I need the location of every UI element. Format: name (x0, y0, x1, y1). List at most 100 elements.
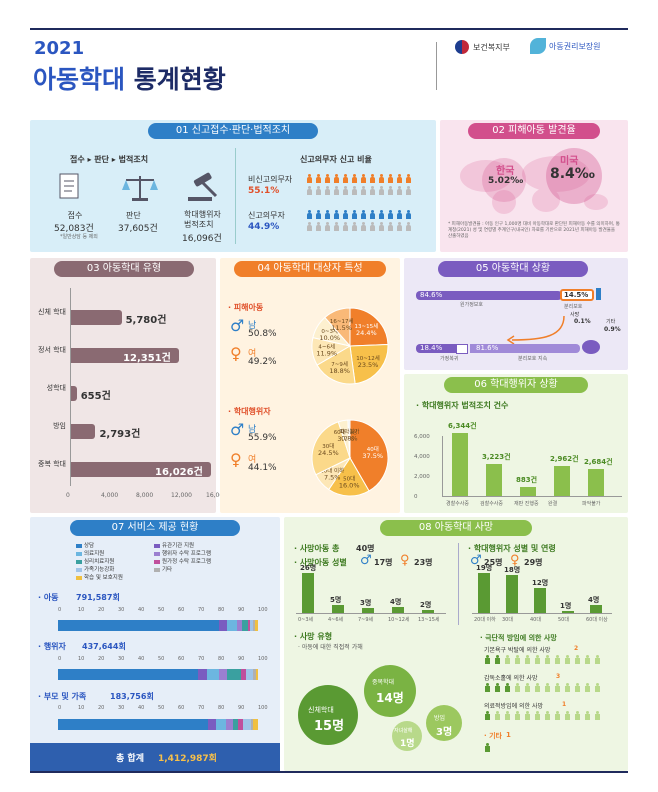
female-icon: ♀ (400, 553, 410, 568)
person-icon (306, 210, 313, 219)
category-label: 10~12세 (388, 617, 410, 623)
stack-segment (250, 719, 253, 730)
stack-segment (255, 669, 258, 680)
section-header: 01 신고접수·판단·법적조치 (148, 123, 318, 139)
other-label: · 기타 (484, 732, 502, 740)
bar (71, 462, 211, 477)
stack-segment (241, 669, 246, 680)
bar (71, 424, 96, 439)
section-header: 06 학대행위자 상황 (444, 377, 588, 393)
row2-label: 가정복귀 (440, 356, 459, 362)
mohw-logo: 보건복지부 (455, 40, 510, 54)
other-value: 1 (506, 731, 511, 739)
stack-segment (255, 620, 258, 631)
victim-male-label: 남 (248, 321, 257, 331)
tick-label: 16,000 (206, 492, 227, 499)
pie-slice (324, 307, 351, 348)
stack-segment (245, 669, 254, 680)
section-header: 08 아동학대 사망 (380, 520, 532, 536)
tick-label: 50 (158, 656, 165, 662)
bubble-neglect (426, 705, 462, 741)
person-icon (333, 186, 340, 195)
bar-value: 18명 (504, 566, 521, 575)
tick-label: 30 (118, 705, 125, 711)
figure-row (484, 711, 601, 720)
person-icon (342, 174, 349, 183)
person-icon (306, 186, 313, 195)
person-icon (574, 683, 581, 692)
person-icon (524, 711, 531, 720)
slice-value: 23.5% (358, 361, 379, 369)
tick-label: 10 (78, 607, 85, 613)
person-icon (315, 222, 322, 231)
section-offender-status: 06 학대행위자 상황 · 학대행위자 법적조치 건수 6,000 4,000 2,… (404, 374, 628, 513)
person-icon (504, 683, 511, 692)
bubble-physical-value: 15명 (314, 719, 345, 734)
bar-value: 4명 (390, 597, 402, 606)
stack-segment (252, 620, 256, 631)
legend-label: 가족기능강화 (84, 567, 115, 573)
legend-item: 상담 (76, 541, 94, 549)
bubble-filicide (392, 721, 422, 751)
tick-label: 0 (58, 607, 62, 613)
category-label: 40대 (530, 617, 541, 623)
person-icon (554, 683, 561, 692)
return-home-bar (416, 344, 456, 353)
title-part-a: 아동학대 (33, 65, 126, 94)
duty-value: 44.9% (248, 222, 280, 232)
person-icon (396, 210, 403, 219)
divider (458, 543, 459, 625)
pie-slice (349, 343, 389, 385)
tick-label: 100 (258, 656, 268, 662)
person-icon (387, 222, 394, 231)
legend-label: 원가정 수탁 프로그램 (162, 559, 212, 565)
offender-male-value: 55.9% (248, 433, 277, 443)
ncpa-logo-text: 아동권리보장원 (549, 41, 601, 51)
person-icon (594, 683, 601, 692)
stack-segment (243, 719, 251, 730)
category-label: 13~15세 (418, 617, 440, 623)
person-icon (351, 210, 358, 219)
tick-label: 20 (98, 656, 105, 662)
legend-swatch (76, 559, 82, 564)
tick-label: 20 (98, 607, 105, 613)
category-label: 30대 (502, 617, 513, 623)
tick-label: 30 (118, 656, 125, 662)
ncpa-logo: 아동권리보장원 (530, 38, 601, 54)
pie-slice (349, 419, 389, 492)
arrow-icon (506, 315, 565, 344)
non-duty-people (306, 174, 412, 183)
person-icon (584, 711, 591, 720)
bar-value: 26명 (300, 564, 317, 572)
legend-label: 기타 (162, 567, 173, 573)
slice-label: 4~6세 (318, 343, 335, 351)
female-icon: ♀ (230, 344, 242, 363)
slice-label: 20대 이하 (320, 466, 344, 474)
bubble-physical (298, 685, 358, 745)
person-icon (405, 210, 412, 219)
flow-title: 접수 ▸ 판단 ▸ 법적조치 (70, 155, 149, 164)
section-child-status: 05 아동학대 상황 84.6% 원가정보호 14.5% 분리보호 사망 0.1… (404, 258, 628, 370)
legend-label: 유관기관 지원 (162, 543, 195, 549)
bar-value: 1명 (560, 601, 572, 610)
bar-value: 4명 (588, 595, 600, 604)
taegeuk-icon (455, 40, 469, 54)
category-label: 재판 진행중 (514, 501, 539, 507)
off-title: · 학대행위자 성별 및 연령 (468, 544, 556, 553)
tick-label: 60 (178, 607, 185, 613)
bar (422, 609, 434, 613)
stack-segment (219, 669, 227, 680)
bar-value: 883건 (516, 476, 538, 485)
deaths-male: 17명 (374, 558, 393, 567)
person-icon (484, 743, 491, 752)
tick-label: 0 (414, 494, 418, 500)
bar-value: 5,780건 (125, 315, 167, 326)
stack-segment (225, 719, 233, 730)
slice-value: 10.0% (319, 334, 340, 342)
slice-value: 16.0% (339, 482, 360, 490)
leaf-icon (530, 38, 546, 54)
korea-value: 5.02‰ (488, 176, 524, 186)
receipt-value: 52,083건 (54, 224, 94, 234)
person-icon (524, 655, 531, 664)
person-icon (396, 222, 403, 231)
